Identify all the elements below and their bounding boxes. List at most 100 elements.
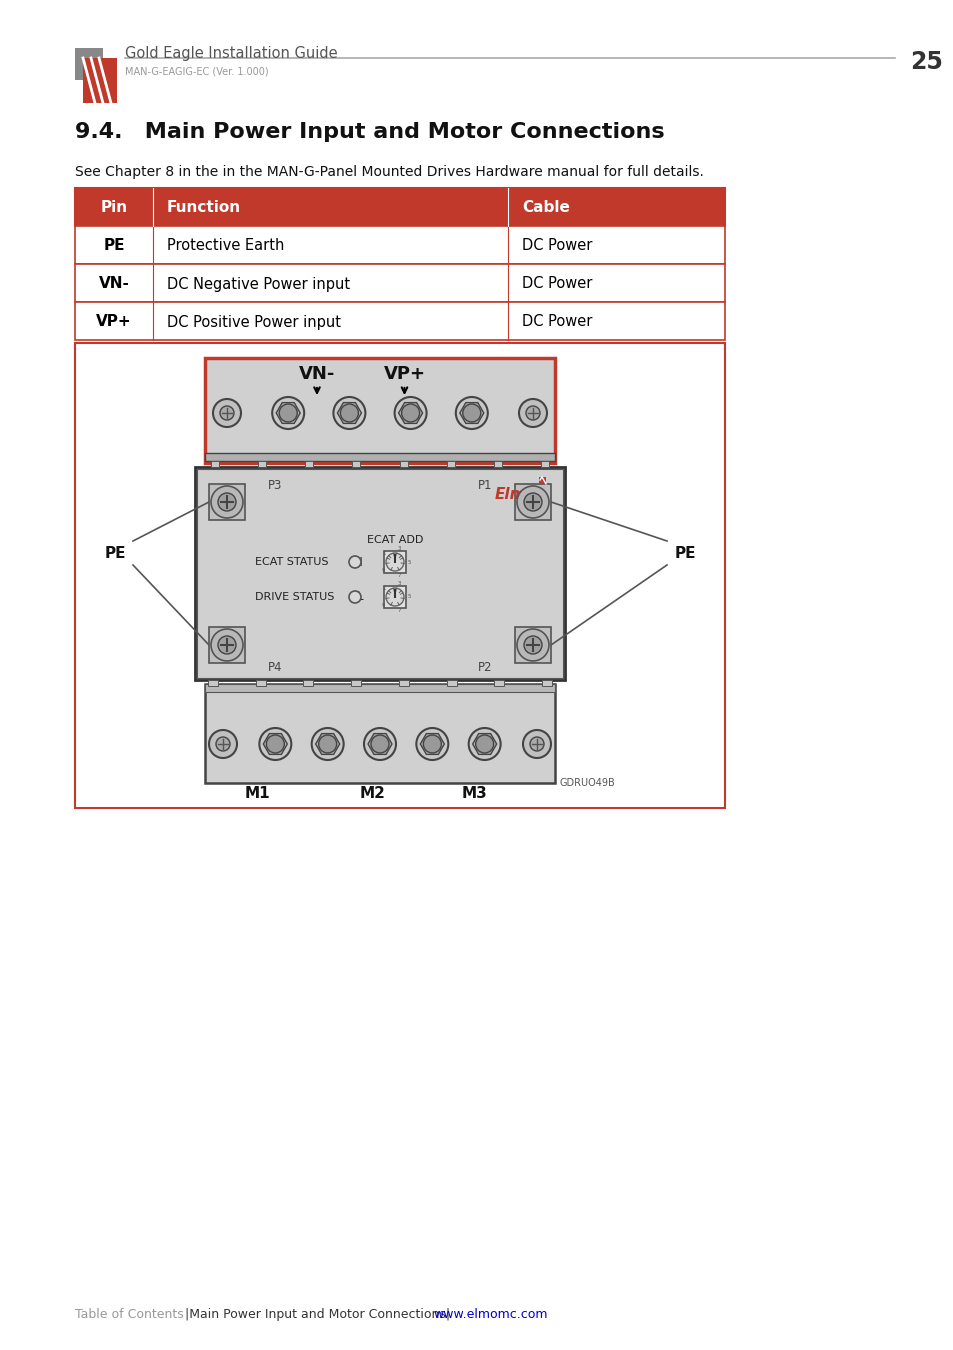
Circle shape: [211, 629, 243, 662]
Text: Cable: Cable: [521, 201, 569, 216]
Text: M3: M3: [461, 786, 487, 801]
Circle shape: [386, 589, 403, 606]
Text: DC Positive Power input: DC Positive Power input: [167, 315, 340, 329]
Text: ECAT ADD: ECAT ADD: [366, 535, 423, 545]
Polygon shape: [263, 733, 287, 755]
Text: 7: 7: [397, 608, 400, 613]
Text: M2: M2: [359, 786, 386, 801]
Text: 25: 25: [909, 50, 942, 74]
Text: DC Negative Power input: DC Negative Power input: [167, 277, 350, 292]
Bar: [494, 460, 501, 467]
Circle shape: [517, 486, 548, 518]
Text: PE: PE: [103, 239, 125, 254]
Text: Table of Contents: Table of Contents: [75, 1308, 184, 1322]
Text: 5: 5: [407, 594, 411, 599]
Circle shape: [211, 486, 243, 518]
Circle shape: [416, 728, 448, 760]
Text: DC Power: DC Power: [521, 239, 592, 254]
Bar: [305, 460, 313, 467]
Text: P3: P3: [268, 479, 282, 491]
Polygon shape: [276, 402, 300, 424]
Circle shape: [468, 728, 500, 760]
Text: 1: 1: [381, 586, 385, 591]
Circle shape: [218, 493, 235, 512]
Circle shape: [386, 554, 403, 571]
Circle shape: [476, 734, 493, 753]
Circle shape: [259, 728, 291, 760]
Circle shape: [530, 737, 543, 751]
Circle shape: [279, 404, 297, 423]
Text: See Chapter 8 in the in the MAN-G-Panel Mounted Drives Hardware manual for full : See Chapter 8 in the in the MAN-G-Panel …: [75, 165, 703, 180]
Bar: [258, 460, 266, 467]
Text: Function: Function: [167, 201, 241, 216]
Text: GDRUO49B: GDRUO49B: [559, 778, 615, 788]
Bar: [351, 680, 361, 686]
Bar: [384, 551, 406, 572]
Circle shape: [349, 591, 360, 603]
Bar: [209, 485, 245, 520]
Bar: [384, 586, 406, 608]
Circle shape: [218, 636, 235, 653]
Bar: [211, 460, 219, 467]
Polygon shape: [368, 733, 392, 755]
Circle shape: [371, 734, 389, 753]
Circle shape: [518, 400, 546, 427]
Polygon shape: [83, 58, 117, 103]
Circle shape: [213, 400, 241, 427]
Circle shape: [523, 636, 541, 653]
Text: DC Power: DC Power: [521, 277, 592, 292]
Bar: [194, 467, 564, 680]
Text: P1: P1: [477, 479, 492, 491]
Circle shape: [333, 397, 365, 429]
Bar: [205, 358, 555, 463]
Text: www.elmomc.com: www.elmomc.com: [433, 1308, 547, 1322]
Text: 1: 1: [381, 551, 385, 556]
Text: P2: P2: [477, 662, 492, 674]
Text: P4: P4: [268, 662, 282, 674]
Text: H: H: [354, 555, 363, 568]
Text: Protective Earth: Protective Earth: [167, 239, 284, 254]
Text: 3: 3: [397, 547, 400, 551]
Bar: [75, 225, 724, 265]
Text: VP+: VP+: [383, 364, 425, 383]
Circle shape: [523, 493, 541, 512]
Text: ECAT STATUS: ECAT STATUS: [254, 558, 328, 567]
Text: |Main Power Input and Motor Connections|: |Main Power Input and Motor Connections|: [185, 1308, 450, 1322]
Bar: [540, 460, 548, 467]
Circle shape: [272, 397, 304, 429]
Bar: [209, 626, 245, 663]
Circle shape: [364, 728, 395, 760]
Text: PE: PE: [674, 545, 695, 560]
Circle shape: [423, 734, 441, 753]
Text: VN-: VN-: [298, 364, 335, 383]
Bar: [75, 343, 724, 809]
Circle shape: [215, 737, 230, 751]
Circle shape: [517, 629, 548, 662]
Text: 9: 9: [381, 568, 385, 572]
Text: Pin: Pin: [100, 201, 128, 216]
Circle shape: [340, 404, 358, 423]
Circle shape: [349, 556, 360, 568]
Bar: [75, 49, 103, 80]
Text: M1: M1: [244, 786, 270, 801]
Bar: [494, 680, 504, 686]
Bar: [75, 188, 724, 225]
Bar: [303, 680, 314, 686]
Circle shape: [401, 404, 419, 423]
Text: 9.4. Main Power Input and Motor Connections: 9.4. Main Power Input and Motor Connecti…: [75, 122, 664, 142]
Text: VP+: VP+: [96, 315, 132, 329]
Bar: [399, 460, 407, 467]
Bar: [196, 468, 562, 678]
Bar: [208, 680, 218, 686]
Text: L: L: [356, 590, 363, 603]
Bar: [446, 460, 455, 467]
Circle shape: [209, 730, 236, 757]
Text: MAN-G-EAGIG-EC (Ver. 1.000): MAN-G-EAGIG-EC (Ver. 1.000): [125, 66, 269, 76]
Bar: [75, 265, 724, 302]
Circle shape: [318, 734, 336, 753]
Text: 9: 9: [381, 602, 385, 608]
Bar: [541, 680, 552, 686]
Polygon shape: [420, 733, 444, 755]
Bar: [75, 302, 724, 340]
Text: PE: PE: [104, 545, 126, 560]
